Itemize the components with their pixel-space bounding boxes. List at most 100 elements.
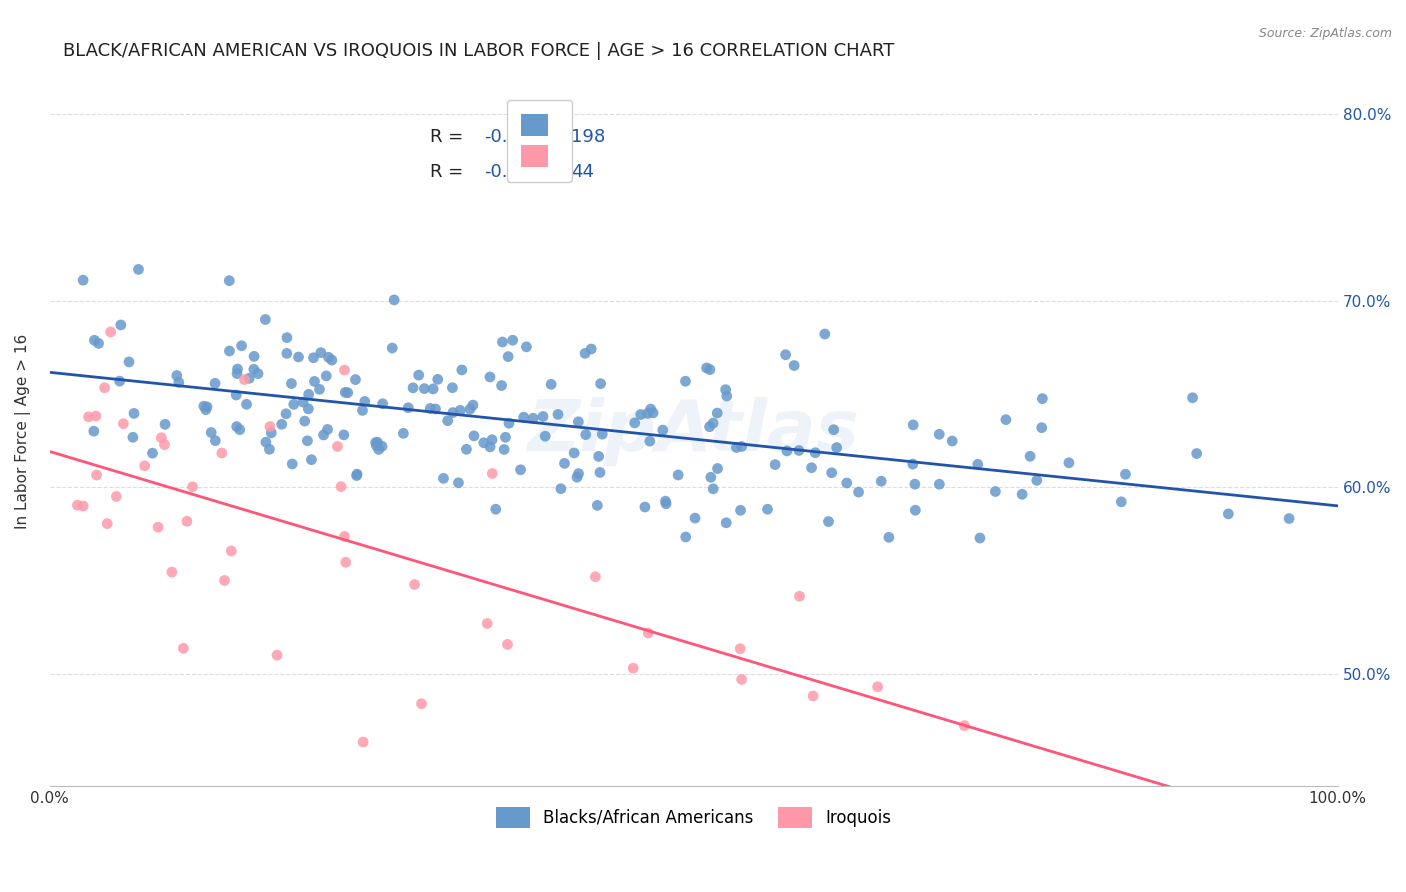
Point — [194, 402, 217, 417]
Point — [565, 470, 588, 484]
Point — [825, 441, 848, 455]
Point — [1181, 391, 1204, 405]
Point — [562, 446, 585, 460]
Point — [1019, 450, 1042, 464]
Point — [728, 641, 751, 656]
Point — [96, 516, 118, 531]
Point — [675, 374, 697, 388]
Point — [371, 439, 394, 453]
Point — [77, 409, 100, 424]
Point — [763, 458, 786, 472]
Point — [366, 435, 388, 450]
Point — [225, 419, 247, 434]
Point — [800, 460, 823, 475]
Point — [877, 530, 900, 544]
Point — [72, 499, 94, 513]
Point — [496, 637, 519, 651]
Point — [441, 381, 464, 395]
Point — [716, 516, 738, 530]
Text: R =: R = — [430, 128, 468, 146]
Point — [304, 375, 326, 389]
Point — [531, 409, 554, 424]
Point — [214, 574, 236, 588]
Point — [441, 406, 464, 420]
Point — [225, 388, 247, 402]
Point — [87, 336, 110, 351]
Point — [823, 423, 845, 437]
Point — [449, 403, 471, 417]
Point — [333, 529, 356, 543]
Point — [509, 463, 531, 477]
Point — [352, 403, 374, 417]
Point — [547, 408, 569, 422]
Point — [515, 340, 537, 354]
Point — [166, 368, 188, 383]
Point — [870, 474, 893, 488]
Point — [994, 412, 1017, 426]
Point — [776, 444, 799, 458]
Point — [231, 339, 253, 353]
Point — [233, 372, 256, 386]
Point — [83, 333, 105, 347]
Point — [463, 429, 485, 443]
Point — [281, 457, 304, 471]
Point — [312, 428, 335, 442]
Point — [344, 373, 367, 387]
Point — [193, 399, 215, 413]
Point — [638, 434, 661, 449]
Point — [450, 363, 472, 377]
Point — [321, 353, 343, 368]
Point — [371, 397, 394, 411]
Point — [413, 382, 436, 396]
Point — [1011, 487, 1033, 501]
Point — [706, 406, 728, 420]
Point — [540, 377, 562, 392]
Point — [630, 408, 652, 422]
Point — [589, 376, 612, 391]
Point — [366, 439, 388, 453]
Point — [335, 555, 357, 569]
Point — [699, 419, 721, 434]
Point — [1185, 446, 1208, 460]
Point — [637, 407, 659, 421]
Point — [589, 466, 612, 480]
Point — [200, 425, 222, 440]
Text: Source: ZipAtlas.com: Source: ZipAtlas.com — [1258, 27, 1392, 40]
Point — [316, 422, 339, 436]
Point — [336, 385, 359, 400]
Point — [651, 423, 673, 437]
Point — [346, 467, 368, 482]
Point — [280, 376, 302, 391]
Point — [204, 434, 226, 448]
Point — [640, 402, 662, 417]
Point — [702, 482, 724, 496]
Point — [134, 458, 156, 473]
Point — [330, 480, 353, 494]
Point — [787, 443, 810, 458]
Text: N =: N = — [529, 163, 581, 181]
Point — [817, 515, 839, 529]
Point — [172, 641, 194, 656]
Point — [221, 544, 243, 558]
Point — [153, 437, 176, 451]
Point — [835, 475, 858, 490]
Point — [141, 446, 163, 460]
Point — [118, 355, 141, 369]
Point — [456, 442, 478, 457]
Point — [254, 312, 277, 326]
Point — [583, 570, 606, 584]
Point — [588, 450, 610, 464]
Point — [353, 394, 375, 409]
Point — [553, 456, 575, 470]
Point — [247, 367, 270, 381]
Point — [333, 363, 356, 377]
Point — [297, 401, 319, 416]
Point — [804, 446, 827, 460]
Text: N =: N = — [529, 128, 581, 146]
Point — [270, 417, 292, 432]
Point — [276, 331, 298, 345]
Point — [84, 409, 107, 423]
Point — [567, 415, 589, 429]
Point — [702, 416, 724, 430]
Point — [941, 434, 963, 448]
